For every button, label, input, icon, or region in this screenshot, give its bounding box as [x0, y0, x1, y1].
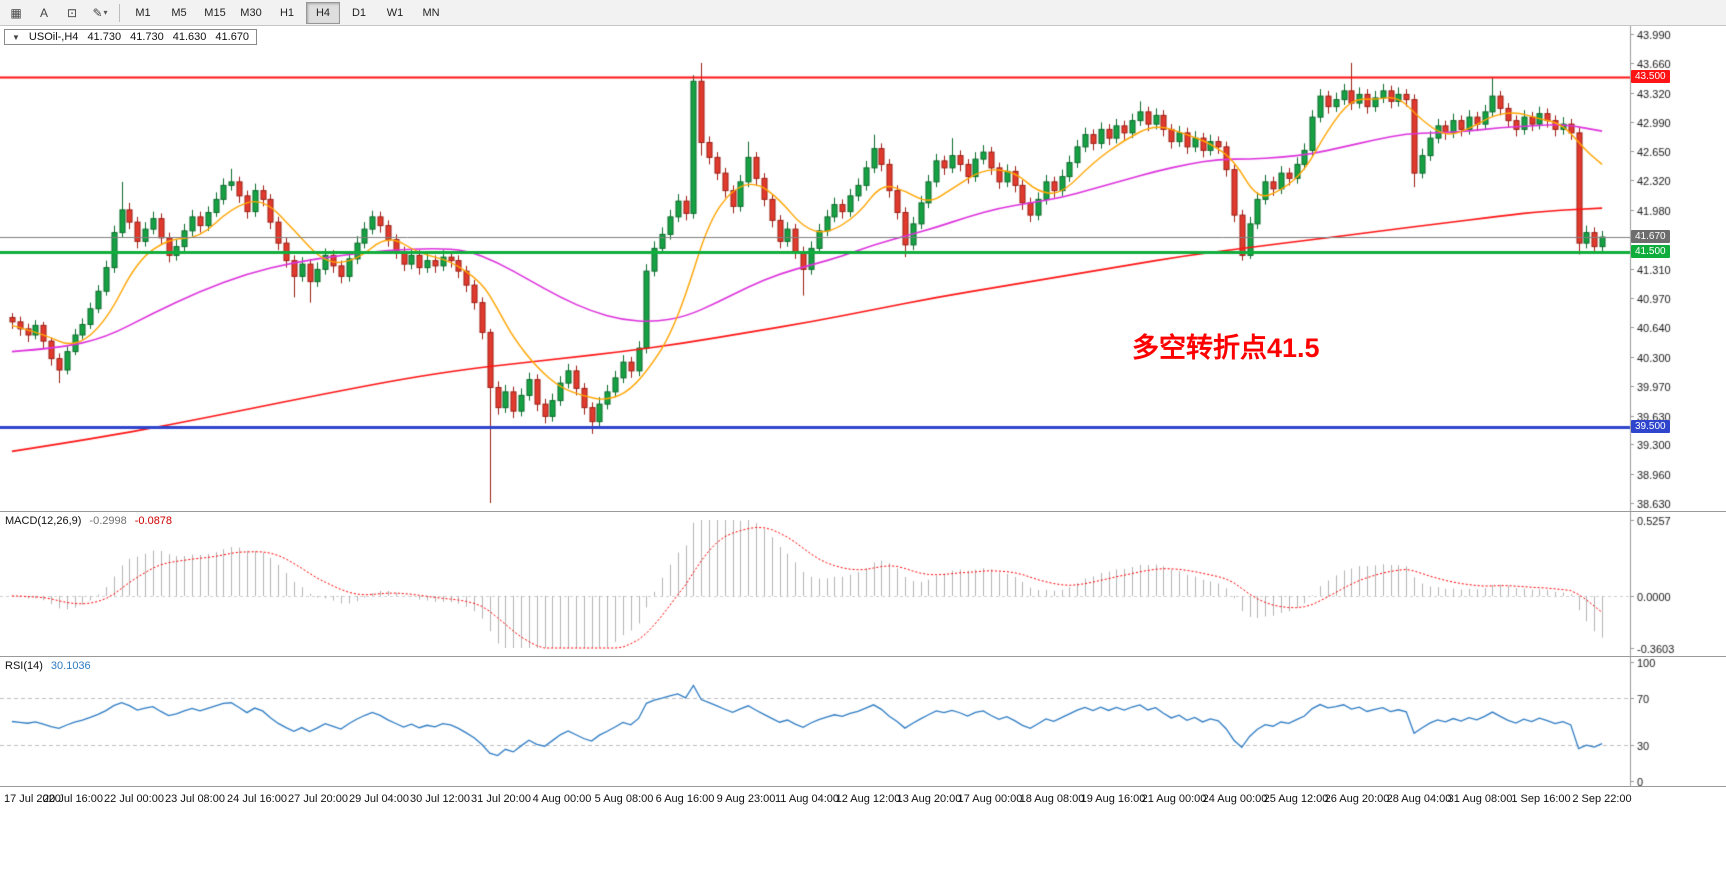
time-axis-label: 2 Sep 22:00 — [1572, 793, 1632, 805]
time-axis-label: 25 Aug 12:00 — [1263, 793, 1329, 805]
time-axis-label: 12 Aug 12:00 — [835, 793, 901, 805]
time-axis-label: 17 Aug 00:00 — [957, 793, 1023, 805]
macd-value-signal: -0.0878 — [134, 515, 173, 527]
time-axis-label: 19 Aug 16:00 — [1080, 793, 1146, 805]
crosshair-icon: ⊡ — [66, 5, 78, 20]
rsi-name: RSI(14) — [5, 660, 43, 672]
chart-list-button[interactable]: ▦ — [3, 2, 29, 24]
timeframe-m5-button[interactable]: M5 — [171, 6, 187, 19]
ohlc-low: 41.630 — [172, 31, 207, 43]
crosshair-button[interactable]: ⊡ — [59, 2, 85, 24]
time-axis-label: 1 Sep 16:00 — [1511, 793, 1571, 805]
pivot-line-price-badge: 41.500 — [1631, 245, 1670, 258]
chart-list-icon: ▦ — [10, 5, 22, 20]
chart-annotation-text: 多空转折点41.5 — [1132, 333, 1320, 363]
bid-line-price-badge: 41.670 — [1631, 230, 1670, 243]
time-axis-label: 22 Jul 00:00 — [104, 793, 164, 805]
time-axis-label: 9 Aug 23:00 — [716, 793, 776, 805]
rsi-panel: RSI(14) 30.1036 — [0, 657, 1726, 786]
time-axis-label: 29 Jul 04:00 — [349, 793, 409, 805]
panel-separator[interactable] — [0, 656, 1726, 657]
ohlc-high: 41.730 — [130, 31, 164, 43]
price-axis[interactable] — [1630, 26, 1726, 787]
chart-title: ▼ USOil-,H4 41.730 41.730 41.630 41.670 — [4, 29, 258, 45]
time-axis-label: 11 Aug 04:00 — [774, 793, 840, 805]
timeframe-m15-button[interactable]: M15 — [204, 6, 226, 19]
symbol-dropdown-icon[interactable]: ▼ — [12, 32, 20, 42]
rsi-value: 30.1036 — [50, 660, 91, 672]
time-axis-label: 17 Jul 2020 — [4, 793, 61, 805]
ohlc-open: 41.730 — [87, 31, 122, 43]
time-axis-label: 4 Aug 00:00 — [532, 793, 592, 805]
rsi-label: RSI(14) 30.1036 — [5, 660, 91, 672]
toolbar: ▦ A ⊡ ✎ ▾ M1 M5 M15 M30 H1 H4 D1 W1 MN — [0, 0, 1726, 26]
timeframe-button-group: M1 M5 M15 M30 H1 H4 D1 W1 MN — [126, 1, 448, 24]
macd-name: MACD(12,26,9) — [5, 515, 82, 527]
price-chart-panel: ▼ USOil-,H4 41.730 41.730 41.630 41.670 … — [0, 26, 1726, 511]
line-studies-icon: ✎ — [92, 5, 103, 20]
macd-canvas[interactable] — [0, 512, 1726, 656]
macd-panel: MACD(12,26,9) -0.2998 -0.0878 — [0, 512, 1726, 656]
timeframe-h1-button[interactable]: H1 — [279, 6, 295, 19]
time-axis-label: 30 Jul 12:00 — [410, 793, 470, 805]
time-axis-label: 27 Jul 20:00 — [288, 793, 348, 805]
toolbar-separator — [119, 3, 120, 22]
time-axis-label: 31 Jul 20:00 — [471, 793, 531, 805]
time-axis-label: 24 Aug 00:00 — [1202, 793, 1268, 805]
resistance-line-price-badge: 43.500 — [1631, 70, 1670, 83]
time-axis-label: 6 Aug 16:00 — [655, 793, 715, 805]
macd-value-main: -0.2998 — [89, 515, 127, 527]
time-axis-label: 28 Aug 04:00 — [1386, 793, 1452, 805]
time-axis-label: 13 Aug 20:00 — [896, 793, 962, 805]
symbol-label: USOil-,H4 — [28, 31, 79, 43]
panel-separator[interactable] — [0, 511, 1726, 512]
rsi-canvas[interactable] — [0, 657, 1726, 786]
tool-button-group: ▦ A ⊡ ✎ ▾ — [3, 2, 113, 24]
time-axis-label: 20 Jul 16:00 — [43, 793, 103, 805]
timeframe-m30-button[interactable]: M30 — [240, 6, 262, 19]
timeframe-m1-button[interactable]: M1 — [135, 6, 151, 19]
panel-separator — [0, 786, 1726, 787]
time-axis-label: 24 Jul 16:00 — [227, 793, 287, 805]
time-axis-label: 18 Aug 08:00 — [1019, 793, 1085, 805]
time-axis-label: 23 Jul 08:00 — [165, 793, 225, 805]
cursor-button[interactable]: A — [31, 2, 57, 24]
timeframe-mn-button[interactable]: MN — [422, 6, 440, 19]
time-axis-label: 26 Aug 20:00 — [1324, 793, 1390, 805]
dropdown-caret-icon: ▾ — [103, 8, 108, 17]
macd-label: MACD(12,26,9) -0.2998 -0.0878 — [5, 515, 172, 527]
time-axis[interactable]: 17 Jul 2020 20 Jul 16:00 22 Jul 00:00 23 Ju… — [0, 787, 1726, 814]
support-line-price-badge: 39.500 — [1631, 420, 1670, 433]
price-chart-canvas[interactable] — [0, 26, 1726, 511]
timeframe-h4-button[interactable]: H4 — [306, 1, 340, 24]
timeframe-w1-button[interactable]: W1 — [386, 6, 404, 19]
ohlc-close: 41.670 — [215, 31, 250, 43]
timeframe-d1-button[interactable]: D1 — [351, 6, 367, 19]
time-axis-label: 31 Aug 08:00 — [1447, 793, 1513, 805]
time-axis-label: 5 Aug 08:00 — [594, 793, 654, 805]
line-studies-button[interactable]: ✎ ▾ — [87, 2, 113, 24]
time-axis-label: 21 Aug 00:00 — [1141, 793, 1207, 805]
cursor-icon: A — [39, 5, 48, 20]
